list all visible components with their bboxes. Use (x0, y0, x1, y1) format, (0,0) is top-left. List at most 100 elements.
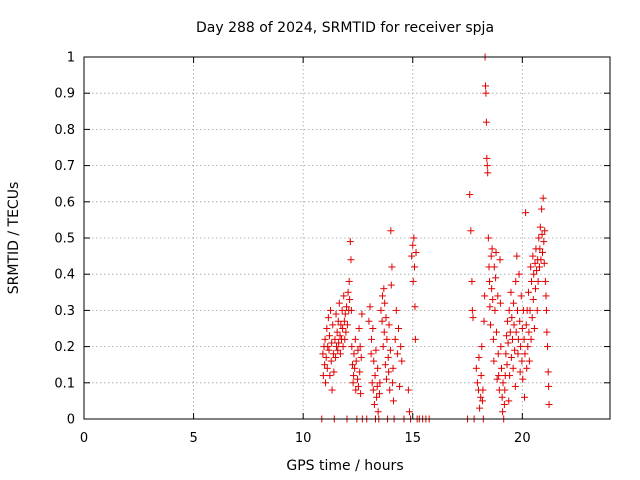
data-point (405, 408, 413, 416)
plot-frame (83, 56, 611, 420)
data-point (386, 346, 394, 354)
data-point (536, 223, 544, 231)
data-point (366, 303, 374, 311)
data-point (507, 288, 515, 296)
x-tick-label: 0 (80, 431, 88, 446)
x-tick-labels: 0 5 10 15 20 (80, 431, 531, 446)
data-point (387, 227, 395, 235)
x-tick-label: 15 (404, 431, 421, 446)
data-point (373, 382, 381, 390)
data-point (338, 306, 346, 314)
data-point (475, 353, 483, 361)
data-point (508, 335, 516, 343)
data-point (321, 335, 329, 343)
data-point (327, 357, 335, 365)
data-point (480, 317, 488, 325)
data-point (322, 379, 330, 387)
data-point (351, 335, 359, 343)
data-point (329, 321, 337, 329)
data-point (411, 263, 419, 271)
y-tick-label: 0 (67, 413, 75, 428)
data-point (355, 325, 363, 332)
y-tick-label: 0.2 (54, 340, 75, 355)
data-point (490, 357, 498, 365)
data-point (385, 321, 393, 329)
data-point (541, 277, 549, 285)
data-point (357, 353, 365, 361)
data-point (526, 306, 534, 314)
data-point (411, 335, 419, 343)
data-point (468, 277, 476, 285)
data-point (350, 350, 358, 358)
data-point (372, 346, 380, 354)
data-point (545, 382, 553, 390)
data-point (342, 328, 350, 336)
data-point (339, 325, 347, 332)
data-point (347, 256, 355, 264)
data-point (345, 277, 353, 285)
data-point (323, 364, 331, 372)
data-point (339, 343, 347, 351)
data-point (334, 317, 342, 325)
y-tick-label: 0.6 (54, 195, 75, 210)
data-point (544, 368, 552, 376)
grid-lines (84, 57, 610, 419)
data-point (481, 292, 489, 300)
data-point (356, 368, 364, 376)
data-point (346, 296, 354, 304)
data-point (541, 227, 549, 235)
data-point (358, 310, 366, 318)
data-point (488, 245, 496, 253)
data-point (505, 306, 513, 314)
data-point (540, 238, 548, 246)
data-point (387, 281, 395, 289)
data-point (510, 321, 518, 329)
data-point (324, 314, 332, 322)
data-point (354, 346, 362, 354)
data-point (383, 335, 391, 343)
data-point (479, 386, 487, 394)
data-point (325, 332, 333, 340)
data-point (545, 401, 553, 409)
data-point (498, 364, 506, 372)
data-point (336, 332, 344, 340)
data-point (347, 306, 355, 314)
data-point (322, 353, 330, 361)
data-point (513, 252, 521, 260)
data-point (477, 393, 485, 401)
data-point (380, 328, 388, 336)
data-point (539, 194, 547, 202)
data-point (529, 252, 537, 260)
data-point (525, 328, 533, 336)
data-point (538, 248, 546, 256)
data-point (527, 335, 535, 343)
y-tick-label: 0.4 (54, 268, 75, 283)
data-point (492, 328, 500, 336)
data-point (384, 353, 392, 361)
data-point (502, 350, 510, 358)
data-point (515, 270, 523, 278)
data-point (380, 285, 388, 293)
data-point (331, 335, 339, 343)
data-point (346, 238, 354, 246)
data-point (341, 335, 349, 343)
data-point (395, 325, 403, 332)
data-point (410, 234, 418, 242)
y-tick-label: 0.3 (54, 304, 75, 319)
data-point (326, 372, 334, 380)
data-point (533, 306, 541, 314)
data-point (349, 379, 357, 387)
data-point (544, 343, 552, 351)
data-point (371, 372, 379, 380)
data-point (496, 256, 504, 264)
data-point (496, 299, 504, 307)
data-point (504, 339, 512, 347)
data-point (533, 267, 541, 275)
data-point (527, 263, 535, 271)
data-point (469, 314, 477, 322)
data-point (335, 339, 343, 347)
data-point (332, 353, 340, 361)
data-point (404, 386, 412, 394)
data-point (393, 350, 401, 358)
data-point (473, 379, 481, 387)
